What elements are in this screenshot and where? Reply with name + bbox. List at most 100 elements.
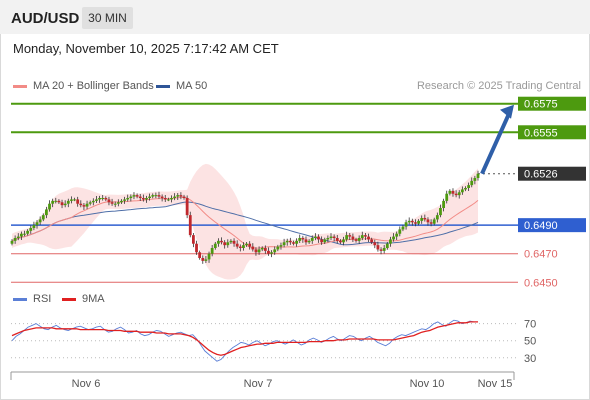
legend-ma50-label: MA 50	[176, 80, 208, 92]
candle-body	[432, 219, 436, 224]
candle-body	[151, 195, 155, 197]
candle-body	[85, 203, 89, 207]
candle-body	[248, 243, 252, 247]
candle-body	[88, 202, 92, 204]
ma9-swatch	[62, 297, 76, 301]
candle-body	[26, 230, 30, 234]
candle-body	[51, 200, 55, 204]
candle-body	[76, 199, 80, 204]
candle-body	[364, 235, 367, 237]
candle-body	[445, 193, 449, 201]
candle-body	[251, 246, 255, 250]
legend-9ma-label: 9MA	[82, 293, 105, 305]
candle-body	[191, 235, 195, 244]
candle-body	[223, 242, 227, 246]
candle-body	[301, 238, 305, 240]
candle-body	[351, 236, 355, 240]
legend-rsi: RSI	[13, 293, 51, 305]
candle-body	[10, 240, 14, 244]
rsi-tick-label: 50	[524, 336, 536, 348]
candle-body	[357, 238, 361, 241]
candle-body	[285, 240, 289, 243]
candle-body	[217, 240, 220, 244]
candle-body	[379, 249, 383, 251]
x-tick-label: Nov 7	[244, 378, 273, 390]
candle-body	[135, 195, 139, 197]
candle-body	[95, 199, 98, 201]
candle-body	[257, 249, 261, 253]
candle-body	[170, 198, 173, 200]
candle-body	[198, 252, 202, 258]
candle-body	[295, 240, 299, 244]
candle-body	[38, 219, 42, 223]
candle-body	[335, 238, 339, 241]
candle-body	[126, 198, 130, 200]
candle-body	[82, 205, 86, 207]
candle-body	[79, 203, 83, 206]
candle-body	[354, 239, 358, 241]
candle-body	[313, 236, 317, 238]
candle-body	[129, 196, 133, 198]
candle-body	[420, 218, 424, 221]
candle-body	[454, 193, 458, 196]
candle-body	[57, 200, 61, 203]
legend-ma20-label: MA 20 + Bollinger Bands	[33, 80, 154, 92]
candle-body	[457, 192, 461, 196]
resistance-label: 0.6555	[524, 127, 558, 139]
candle-body	[332, 236, 336, 238]
candle-body	[210, 248, 214, 254]
candle-body	[238, 246, 242, 248]
candle-body	[188, 215, 192, 236]
candle-body	[195, 243, 198, 253]
candle-body	[113, 203, 117, 205]
candle-body	[107, 199, 111, 203]
candle-body	[423, 218, 427, 220]
candle-body	[323, 239, 327, 243]
candle-body	[304, 239, 308, 243]
candle-body	[157, 195, 161, 197]
candle-body	[141, 198, 145, 200]
candle-body	[382, 248, 386, 251]
candle-body	[326, 238, 330, 240]
candle-body	[417, 220, 420, 224]
candle-body	[185, 198, 189, 216]
candle-body	[48, 203, 51, 210]
candle-body	[348, 235, 352, 237]
candle-body	[395, 233, 399, 237]
timeframe-badge[interactable]: 30 MIN	[82, 7, 133, 29]
candle-body	[451, 190, 455, 194]
candle-body	[370, 239, 374, 243]
candle-body	[470, 180, 474, 186]
candle-body	[110, 202, 114, 204]
rsi-swatch	[13, 297, 27, 301]
candle-body	[63, 203, 67, 206]
candle-body	[60, 202, 64, 206]
candle-body	[35, 222, 39, 226]
candle-body	[70, 199, 73, 201]
ma9-line	[11, 321, 478, 356]
candle-body	[292, 242, 295, 244]
candle-body	[207, 253, 211, 260]
candle-body	[288, 240, 292, 243]
candle-body	[439, 208, 442, 216]
credit-text: Research © 2025 Trading Central	[416, 80, 581, 92]
candle-body	[279, 245, 283, 247]
candle-body	[298, 238, 302, 241]
candle-body	[232, 240, 236, 244]
rsi-line	[11, 319, 478, 362]
candle-body	[460, 189, 464, 193]
candle-body	[476, 173, 480, 178]
candle-body	[401, 226, 405, 230]
support-label: 0.6470	[524, 249, 558, 261]
candle-body	[273, 249, 277, 253]
candle-body	[245, 243, 248, 246]
candle-body	[414, 222, 417, 224]
forecast-arrow-head	[500, 104, 514, 119]
legend-ma20: MA 20 + Bollinger Bands	[13, 80, 154, 92]
candle-body	[23, 233, 26, 235]
candle-body	[407, 220, 411, 223]
candle-body	[464, 188, 467, 190]
candle-body	[154, 195, 158, 197]
candle-body	[263, 248, 267, 251]
